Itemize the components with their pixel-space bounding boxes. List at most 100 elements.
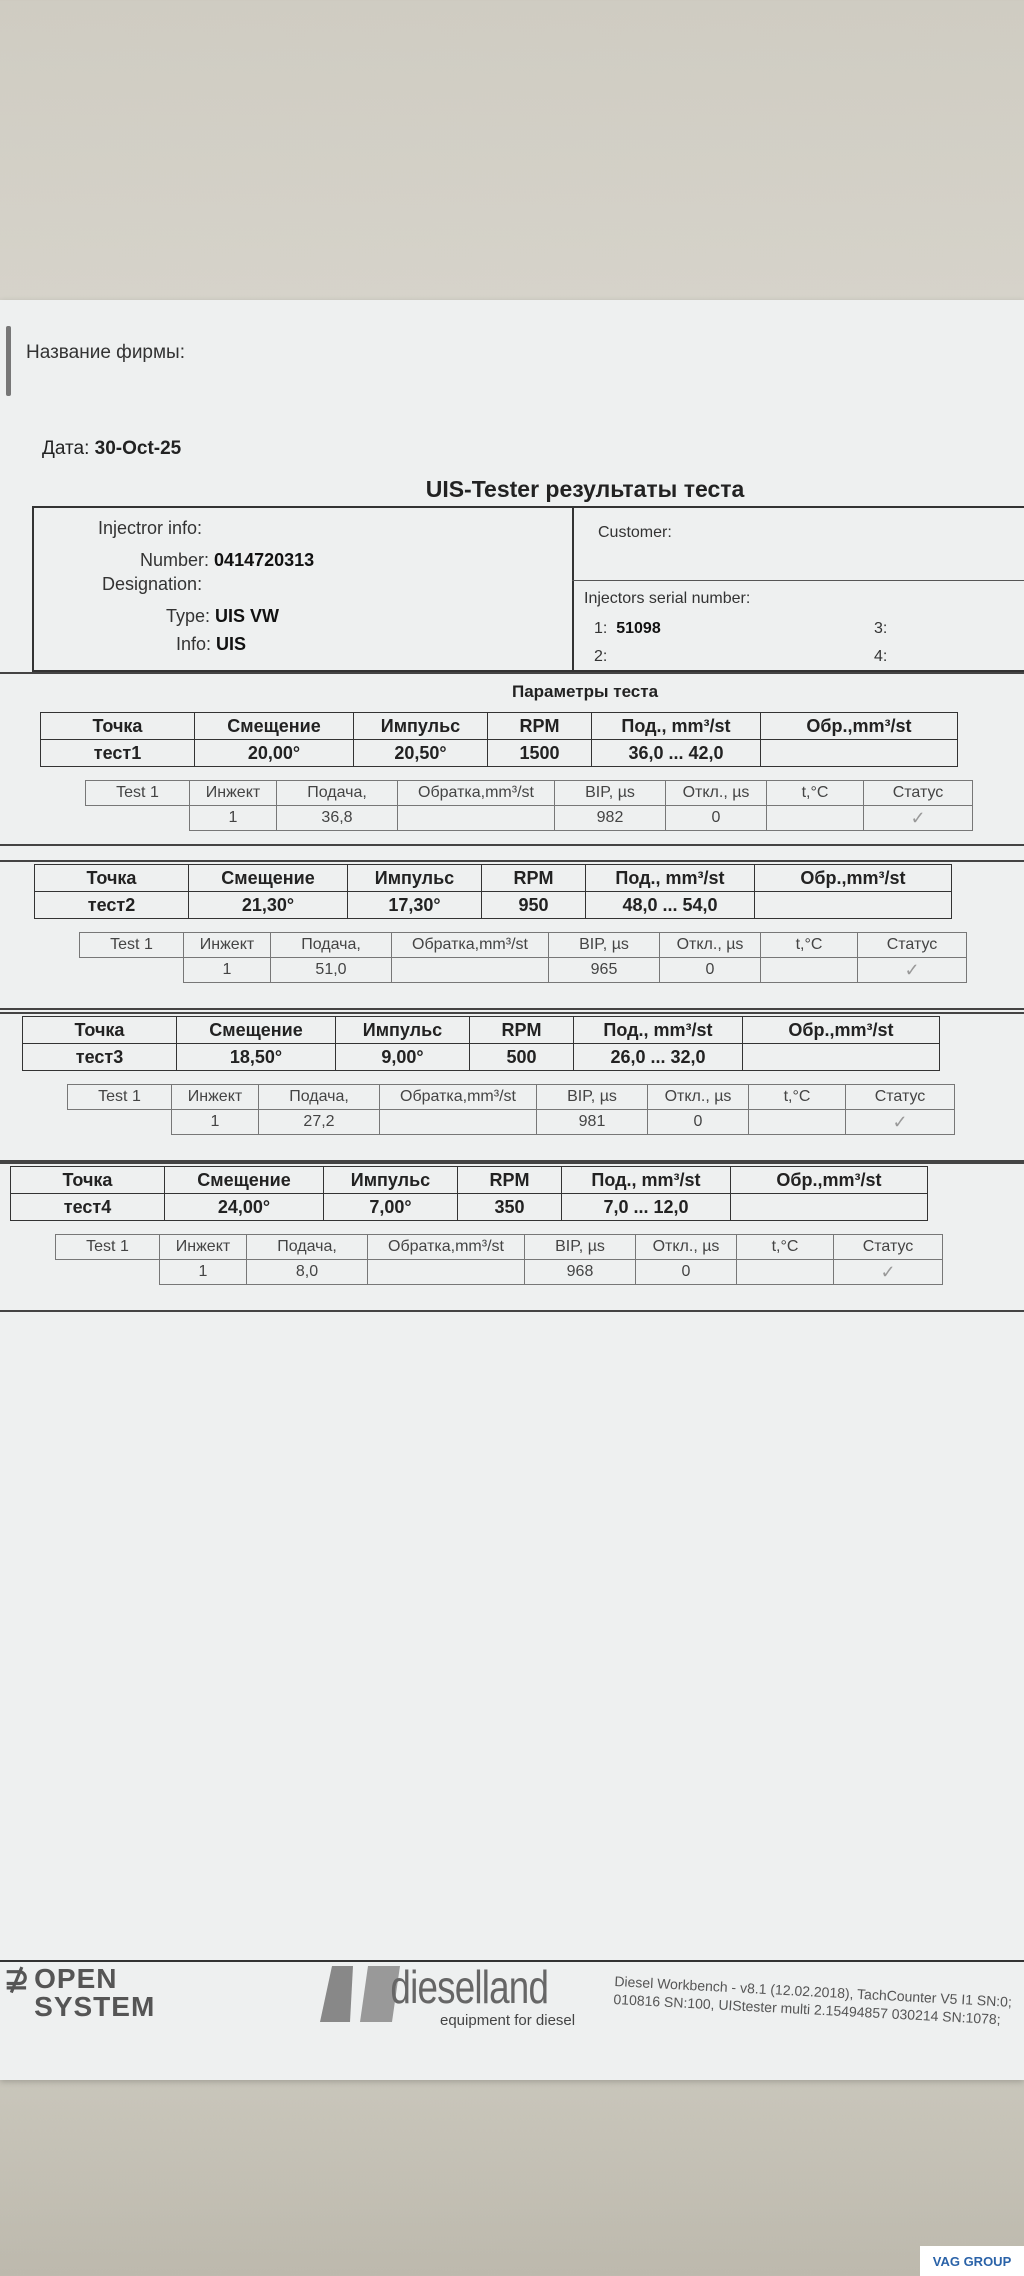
column-header: Смещение xyxy=(188,864,348,892)
test-params-table: Точка Смещение Импульс RPM Под., mm³/st Обр.,… xyxy=(34,864,952,919)
param-feed: 7,0 ... 12,0 xyxy=(561,1193,731,1221)
column-header: RPM xyxy=(469,1016,574,1044)
sub-column-header: Откл., µs xyxy=(647,1084,749,1110)
result-temp xyxy=(748,1109,846,1135)
sub-column-header: Обратка,mm³/st xyxy=(367,1234,525,1260)
param-offset: 20,00° xyxy=(194,739,354,767)
result-ret_val xyxy=(391,957,549,983)
checkmark-icon: ✓ xyxy=(857,957,967,983)
result-inj: 1 xyxy=(183,957,271,983)
result-ret_val xyxy=(379,1109,537,1135)
result-feed_val: 27,2 xyxy=(258,1109,380,1135)
column-header: RPM xyxy=(457,1166,562,1194)
result-feed_val: 36,8 xyxy=(276,805,398,831)
column-header: Импульс xyxy=(347,864,482,892)
result-dev: 0 xyxy=(647,1109,749,1135)
test-block-1: Параметры теста Точка Смещение Импульс RPM По… xyxy=(0,672,1024,846)
param-rpm: 350 xyxy=(457,1193,562,1221)
sub-column-header: t,°C xyxy=(736,1234,834,1260)
result-feed_val: 51,0 xyxy=(270,957,392,983)
test-block-3: Точка Смещение Импульс RPM Под., mm³/st Обр.,… xyxy=(0,1012,1024,1162)
param-offset: 24,00° xyxy=(164,1193,324,1221)
info-field: Info: UIS xyxy=(176,634,247,654)
column-header: Импульс xyxy=(353,712,488,740)
designation-label: Designation: xyxy=(102,574,203,594)
checkmark-icon: ✓ xyxy=(833,1259,943,1285)
param-ret xyxy=(754,891,952,919)
sub-column-header: Откл., µs xyxy=(659,932,761,958)
sub-column-header: Статус xyxy=(863,780,973,806)
param-impulse: 9,00° xyxy=(335,1043,470,1071)
sub-column-header: Test 1 xyxy=(67,1084,172,1110)
sub-column-header: Откл., µs xyxy=(665,780,767,806)
param-ret xyxy=(742,1043,940,1071)
param-impulse: 7,00° xyxy=(323,1193,458,1221)
param-impulse: 20,50° xyxy=(353,739,488,767)
result-bip: 982 xyxy=(554,805,666,831)
sub-column-header: Статус xyxy=(833,1234,943,1260)
param-feed: 36,0 ... 42,0 xyxy=(591,739,761,767)
test-block-2: Точка Смещение Импульс RPM Под., mm³/st Обр.,… xyxy=(0,860,1024,1010)
serial-2: 2: xyxy=(594,648,608,665)
column-header: Под., mm³/st xyxy=(591,712,761,740)
serial-4: 4: xyxy=(874,648,888,665)
date-label: Дата: xyxy=(42,438,90,459)
sub-column-header: Статус xyxy=(857,932,967,958)
open-system-logo: ⊉ OPEN SYSTEM xyxy=(4,1963,156,2022)
report-title: UIS-Tester результаты теста xyxy=(425,476,745,502)
sub-column-header: Инжект xyxy=(159,1234,247,1260)
result-temp xyxy=(736,1259,834,1285)
test-params-table: Точка Смещение Импульс RPM Под., mm³/st Обр.,… xyxy=(10,1166,928,1221)
column-header: Точка xyxy=(22,1016,177,1044)
param-name: тест3 xyxy=(22,1043,177,1071)
param-rpm: 950 xyxy=(481,891,586,919)
result-dev: 0 xyxy=(635,1259,737,1285)
result-bip: 968 xyxy=(524,1259,636,1285)
sub-column-header: Откл., µs xyxy=(635,1234,737,1260)
sub-column-header: t,°C xyxy=(760,932,858,958)
sub-column-header: t,°C xyxy=(748,1084,846,1110)
binding-mark xyxy=(6,326,11,396)
test-results-table: Test 1 Инжект Подача, Обратка,mm³/st BIP, µs… xyxy=(55,1234,943,1285)
result-dev: 0 xyxy=(665,805,767,831)
param-ret xyxy=(760,739,958,767)
checkmark-icon: ✓ xyxy=(845,1109,955,1135)
sub-column-header: Статус xyxy=(845,1084,955,1110)
column-header: Импульс xyxy=(323,1166,458,1194)
date: Дата: 30-Oct-25 xyxy=(42,438,181,460)
sub-column-header: Обратка,mm³/st xyxy=(379,1084,537,1110)
result-bip: 965 xyxy=(548,957,660,983)
test-block-4: Точка Смещение Импульс RPM Под., mm³/st Обр.,… xyxy=(0,1162,1024,1312)
param-rpm: 1500 xyxy=(487,739,592,767)
column-header: Точка xyxy=(34,864,189,892)
sub-column-header: Подача, xyxy=(270,932,392,958)
sub-column-header: Инжект xyxy=(189,780,277,806)
param-offset: 21,30° xyxy=(188,891,348,919)
type-field: Type: UIS VW xyxy=(166,606,280,626)
params-title: Параметры теста xyxy=(511,682,659,701)
sub-column-header: BIP, µs xyxy=(548,932,660,958)
sub-column-header: Подача, xyxy=(246,1234,368,1260)
test-report-sheet: Название фирмы: Дата: 30-Oct-25 UIS-Test… xyxy=(0,300,1024,2080)
checkmark-icon: ✓ xyxy=(863,805,973,831)
sub-column-header: Обратка,mm³/st xyxy=(391,932,549,958)
injector-info-label: Injectror info: xyxy=(98,518,203,538)
customer-label: Customer: xyxy=(598,524,672,541)
sub-column-header: Подача, xyxy=(258,1084,380,1110)
column-header: Обр.,mm³/st xyxy=(760,712,958,740)
column-header: Смещение xyxy=(176,1016,336,1044)
column-header: Под., mm³/st xyxy=(573,1016,743,1044)
result-temp xyxy=(760,957,858,983)
result-inj: 1 xyxy=(171,1109,259,1135)
injector-info-box: Injectror info: Number: 0414720313 Desig… xyxy=(32,506,1024,672)
column-header: RPM xyxy=(481,864,586,892)
result-temp xyxy=(766,805,864,831)
sub-column-header: BIP, µs xyxy=(536,1084,648,1110)
sub-column-header: Подача, xyxy=(276,780,398,806)
firm-label: Название фирмы: xyxy=(26,342,185,363)
param-rpm: 500 xyxy=(469,1043,574,1071)
column-header: Обр.,mm³/st xyxy=(754,864,952,892)
sub-column-header: Инжект xyxy=(183,932,271,958)
sub-column-header: Test 1 xyxy=(85,780,190,806)
result-inj: 1 xyxy=(189,805,277,831)
